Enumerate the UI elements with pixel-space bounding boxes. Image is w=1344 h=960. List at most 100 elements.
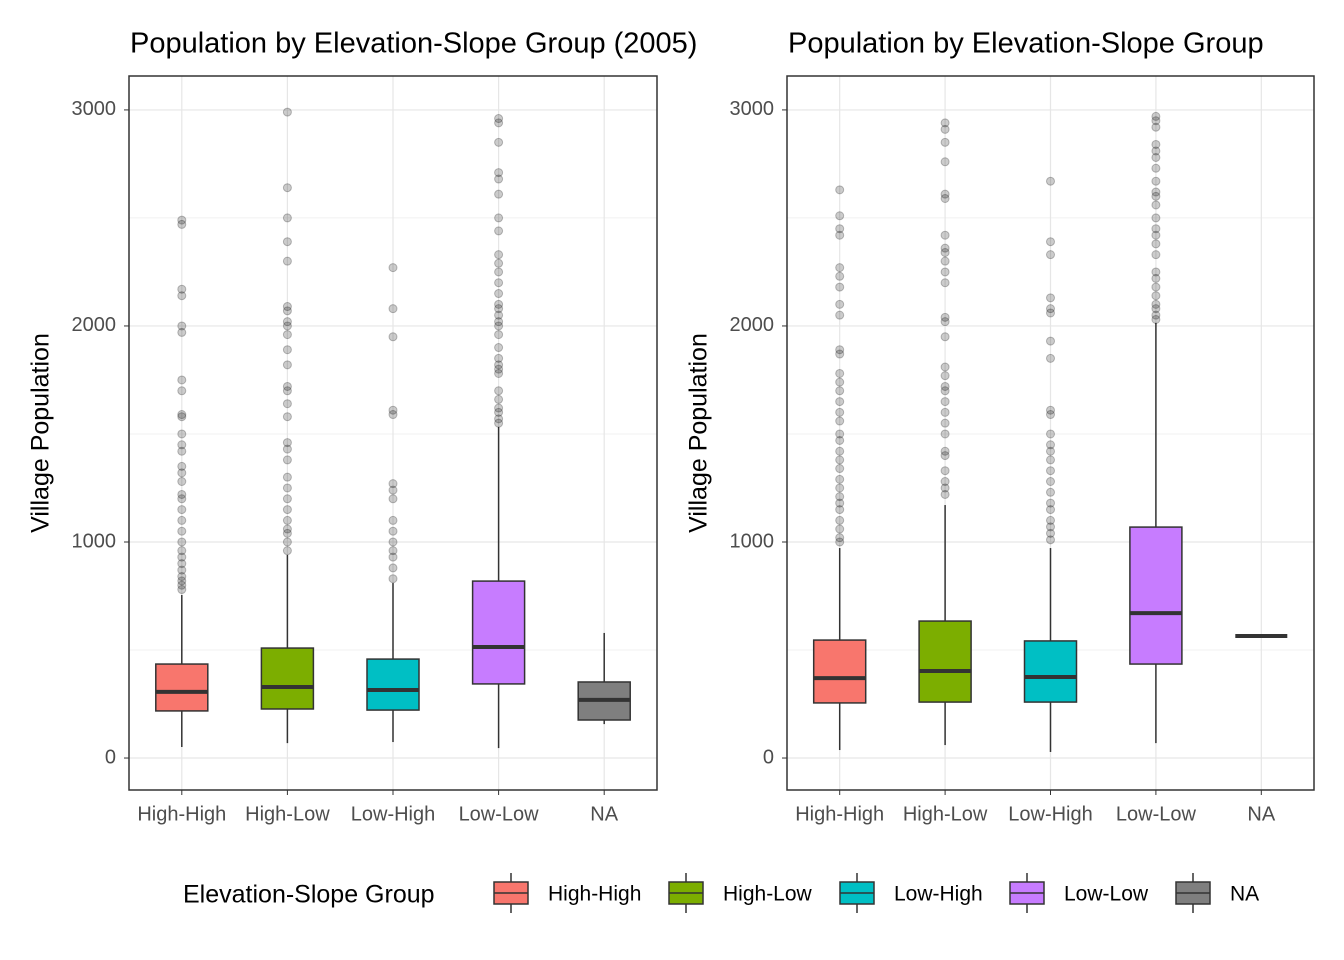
outlier <box>177 477 187 487</box>
outlier <box>1151 224 1161 234</box>
outlier <box>940 381 950 391</box>
outlier <box>177 585 187 595</box>
chart-title: Population by Elevation-Slope Group <box>788 28 1264 60</box>
outlier <box>177 215 187 225</box>
outlier <box>388 332 398 342</box>
outlier <box>282 455 292 465</box>
outlier <box>940 312 950 322</box>
outlier <box>177 565 187 575</box>
outlier <box>835 368 845 378</box>
box <box>155 663 209 712</box>
outlier <box>388 485 398 495</box>
outlier <box>1151 304 1161 314</box>
outlier <box>494 403 504 413</box>
outlier <box>388 537 398 547</box>
outlier <box>1046 176 1055 186</box>
outlier <box>177 576 187 586</box>
y-tick-label: 0 <box>763 746 774 768</box>
outlier <box>835 224 845 234</box>
outlier <box>940 137 950 147</box>
outlier <box>282 306 292 316</box>
outlier <box>940 429 950 439</box>
chart-title: Population by Elevation-Slope Group (200… <box>130 28 697 60</box>
outlier <box>388 479 398 489</box>
box <box>366 658 420 711</box>
y-tick-label: 3000 <box>730 98 775 120</box>
outlier <box>177 291 187 301</box>
outlier <box>1151 191 1161 201</box>
outlier <box>835 299 845 309</box>
outlier <box>940 118 950 128</box>
outlier <box>494 258 504 268</box>
outlier <box>282 330 292 340</box>
outlier <box>835 230 845 240</box>
outlier <box>940 317 950 327</box>
outlier <box>282 524 292 534</box>
outlier <box>1046 446 1055 456</box>
outlier <box>494 168 504 178</box>
outlier <box>177 580 187 590</box>
outlier <box>1151 111 1161 121</box>
outlier <box>1046 466 1055 476</box>
legend-label: Low-High <box>894 883 983 906</box>
y-tick-label: 1000 <box>72 530 117 552</box>
outlier <box>388 263 398 273</box>
y-tick-label: 3000 <box>72 98 117 120</box>
y-tick-label: 0 <box>105 746 116 768</box>
outlier <box>1151 267 1161 277</box>
outlier <box>282 546 292 556</box>
outlier <box>388 410 398 420</box>
outlier <box>494 343 504 353</box>
outlier <box>940 407 950 417</box>
outlier <box>1046 440 1055 450</box>
outlier <box>282 237 292 247</box>
outlier <box>1151 250 1161 260</box>
outlier <box>494 310 504 320</box>
outlier <box>177 219 187 229</box>
outlier <box>282 528 292 538</box>
outlier <box>177 461 187 471</box>
outlier <box>282 399 292 409</box>
x-tick-label: Low-High <box>351 803 435 825</box>
outlier <box>177 505 187 515</box>
outlier <box>1046 498 1055 508</box>
outlier <box>282 472 292 482</box>
outlier <box>1046 237 1055 247</box>
outlier <box>1151 187 1161 197</box>
outlier <box>494 137 504 147</box>
box <box>812 639 867 704</box>
box <box>471 580 526 685</box>
outlier <box>282 444 292 454</box>
outlier <box>282 386 292 396</box>
outlier <box>1151 200 1161 210</box>
outlier <box>940 278 950 288</box>
outlier <box>494 189 504 199</box>
legend-label: High-High <box>548 883 641 906</box>
outlier <box>835 263 845 273</box>
outlier <box>282 213 292 223</box>
panel-border <box>128 75 658 791</box>
outlier <box>282 183 292 193</box>
outlier <box>177 440 187 450</box>
y-tick-label: 1000 <box>730 530 775 552</box>
x-tick-label: Low-Low <box>1116 803 1197 825</box>
y-tick-label: 2000 <box>730 314 775 336</box>
outlier <box>177 515 187 525</box>
outlier <box>1046 304 1055 314</box>
outlier <box>1151 116 1161 126</box>
outlier <box>177 537 187 547</box>
outlier <box>494 407 504 417</box>
x-tick-label: High-High <box>137 803 226 825</box>
outlier <box>177 494 187 504</box>
outlier <box>835 515 845 525</box>
outlier <box>177 284 187 294</box>
outlier <box>494 304 504 314</box>
outlier <box>494 226 504 236</box>
outlier <box>835 377 845 387</box>
outlier <box>177 321 187 331</box>
outlier <box>940 256 950 266</box>
outlier <box>494 114 504 124</box>
outlier <box>177 572 187 582</box>
outlier <box>1046 487 1055 497</box>
